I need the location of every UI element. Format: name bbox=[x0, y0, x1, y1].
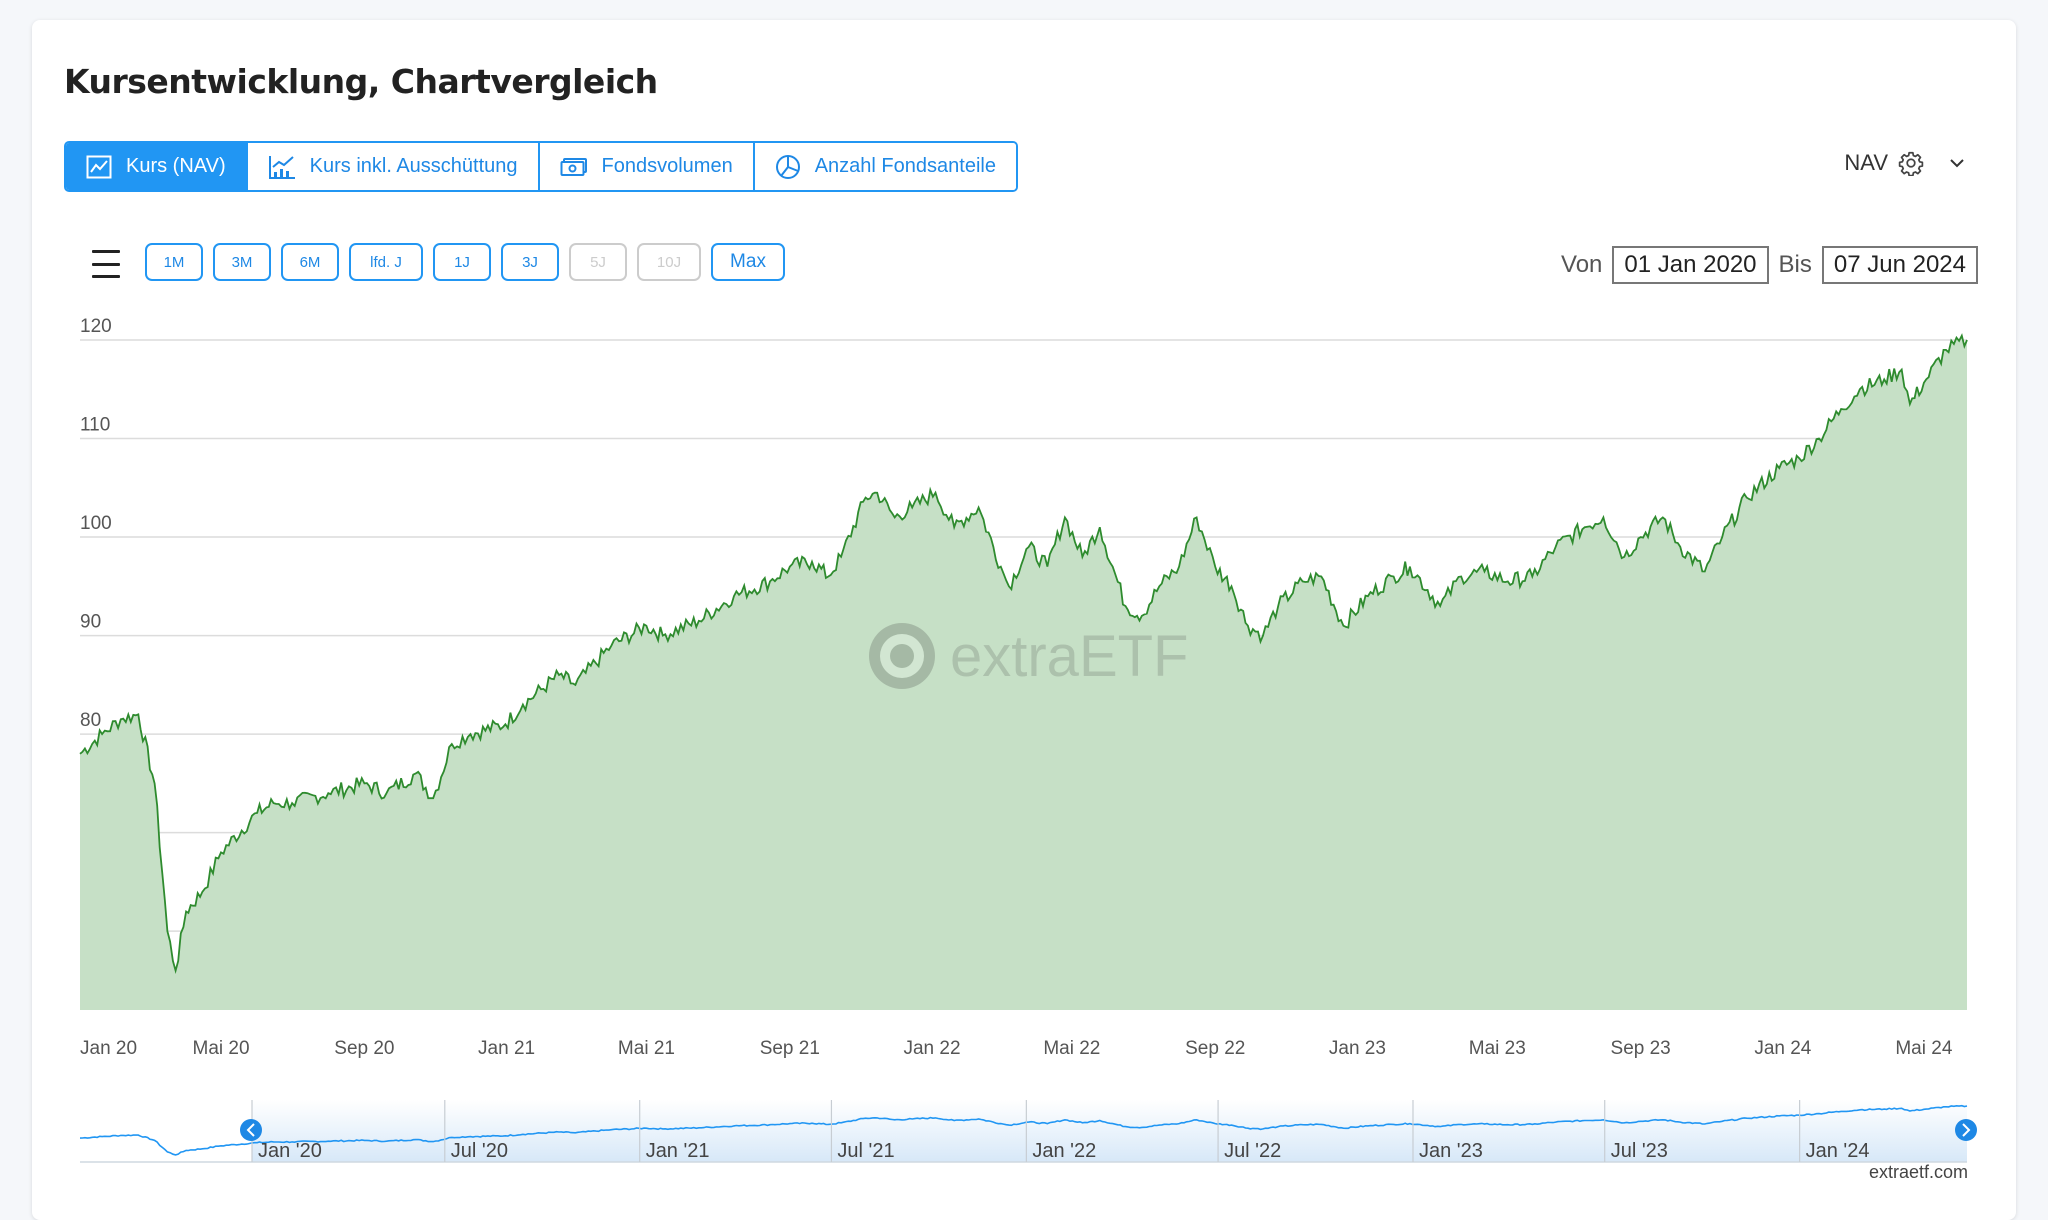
navigator-tick-label: Jan '23 bbox=[1419, 1140, 1483, 1162]
tab-anzahl-fondsanteile[interactable]: Anzahl Fondsanteile bbox=[754, 143, 1016, 190]
date-to-label: Bis bbox=[1778, 251, 1812, 278]
navigator-handle-right[interactable] bbox=[1955, 1119, 1977, 1141]
x-tick-label: Jan 20 bbox=[80, 1038, 137, 1059]
tab-kurs-nav[interactable]: Kurs (NAV) bbox=[66, 143, 248, 190]
hamburger-bar bbox=[92, 275, 120, 278]
navigator-tick-label: Jul '22 bbox=[1224, 1140, 1281, 1162]
date-to-input[interactable]: 07 Jun 2024 bbox=[1821, 246, 1978, 284]
x-tick-label: Mai 23 bbox=[1469, 1038, 1526, 1059]
chart-menu-button[interactable] bbox=[92, 250, 120, 278]
date-from-label: Von bbox=[1561, 251, 1603, 278]
range-button-3m[interactable]: 3M bbox=[213, 243, 271, 281]
x-tick-label: Mai 24 bbox=[1895, 1038, 1952, 1059]
page-title: Kursentwicklung, Chartvergleich bbox=[64, 62, 658, 101]
x-tick-label: Mai 20 bbox=[193, 1038, 250, 1059]
y-tick-label: 120 bbox=[80, 316, 112, 337]
x-tick-label: Sep 23 bbox=[1611, 1038, 1671, 1059]
x-tick-label: Jan 23 bbox=[1329, 1038, 1386, 1059]
nav-selector-label: NAV bbox=[1844, 150, 1888, 175]
navigator-tick-label: Jul '21 bbox=[837, 1140, 894, 1162]
range-button-10y: 10J bbox=[637, 243, 701, 281]
x-tick-label: Sep 20 bbox=[334, 1038, 394, 1059]
bar-line-chart-icon bbox=[268, 155, 295, 179]
x-tick-label: Mai 21 bbox=[618, 1038, 675, 1059]
navigator-tick-label: Jul '20 bbox=[451, 1140, 508, 1162]
range-button-5y: 5J bbox=[569, 243, 627, 281]
date-range: Von 01 Jan 2020 Bis 07 Jun 2024 bbox=[1561, 246, 1978, 284]
pie-chart-icon bbox=[775, 154, 800, 179]
y-tick-label: 80 bbox=[80, 710, 101, 731]
navigator-handle-left[interactable] bbox=[240, 1119, 262, 1141]
navigator-selection bbox=[252, 1100, 1967, 1162]
x-tick-label: Jan 24 bbox=[1754, 1038, 1811, 1059]
banknote-icon bbox=[560, 157, 587, 176]
navigator-tick-label: Jan '21 bbox=[646, 1140, 710, 1162]
tab-kurs-inkl-ausschuettung[interactable]: Kurs inkl. Ausschüttung bbox=[247, 143, 540, 190]
navigator-tick-label: Jan '22 bbox=[1032, 1140, 1096, 1162]
navigator-tick-label: Jul '23 bbox=[1611, 1140, 1668, 1162]
tab-label: Fondsvolumen bbox=[601, 155, 733, 177]
tab-label: Kurs inkl. Ausschüttung bbox=[309, 155, 518, 177]
navigator-tick-label: Jan '24 bbox=[1806, 1140, 1870, 1162]
tab-fondsvolumen[interactable]: Fondsvolumen bbox=[539, 143, 755, 190]
range-button-6m[interactable]: 6M bbox=[281, 243, 339, 281]
tab-label: Anzahl Fondsanteile bbox=[814, 155, 996, 177]
navigator-tick-label: Jan '20 bbox=[258, 1140, 322, 1162]
hamburger-bar bbox=[92, 262, 120, 266]
tab-label: Kurs (NAV) bbox=[126, 155, 226, 177]
y-tick-label: 90 bbox=[80, 612, 101, 633]
chart-type-tabs: Kurs (NAV) Kurs inkl. Ausschüttung Fonds… bbox=[64, 141, 1018, 192]
y-tick-label: 110 bbox=[80, 415, 110, 436]
credit-text: extraetf.com bbox=[1868, 1162, 1968, 1182]
price-area bbox=[80, 335, 1967, 1010]
y-tick-label: 100 bbox=[80, 513, 112, 534]
x-tick-label: Jan 21 bbox=[478, 1038, 535, 1059]
range-button-3y[interactable]: 3J bbox=[501, 243, 559, 281]
range-button-1m[interactable]: 1M bbox=[145, 243, 203, 281]
range-button-max[interactable]: Max bbox=[711, 243, 785, 281]
x-tick-label: Sep 22 bbox=[1185, 1038, 1245, 1059]
line-chart-icon bbox=[86, 155, 112, 178]
range-button-1y[interactable]: 1J bbox=[433, 243, 491, 281]
x-tick-label: Mai 22 bbox=[1043, 1038, 1100, 1059]
hamburger-bar bbox=[92, 250, 120, 253]
x-tick-label: Jan 22 bbox=[903, 1038, 960, 1059]
price-line bbox=[79, 333, 1968, 974]
nav-selector[interactable]: NAV bbox=[1844, 150, 1968, 176]
chevron-right-icon bbox=[1962, 1123, 1971, 1137]
range-selector: 1M 3M 6M lfd. J 1J 3J 5J 10J Max bbox=[145, 243, 785, 281]
date-from-input[interactable]: 01 Jan 2020 bbox=[1612, 246, 1769, 284]
range-button-ytd[interactable]: lfd. J bbox=[349, 243, 423, 281]
x-tick-label: Sep 21 bbox=[760, 1038, 820, 1059]
gear-icon bbox=[1898, 151, 1924, 176]
chevron-down-icon bbox=[1950, 159, 1964, 168]
chevron-left-icon bbox=[246, 1123, 255, 1137]
